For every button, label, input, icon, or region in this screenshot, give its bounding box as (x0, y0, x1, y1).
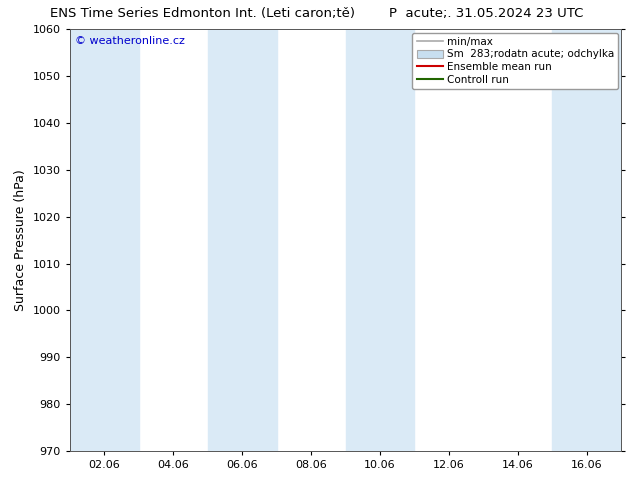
Y-axis label: Surface Pressure (hPa): Surface Pressure (hPa) (14, 169, 27, 311)
Text: © weatheronline.cz: © weatheronline.cz (75, 36, 185, 46)
Bar (70, 29, 139, 451)
Bar (207, 29, 276, 451)
Legend: min/max, Sm  283;rodatn acute; odchylka, Ensemble mean run, Controll run: min/max, Sm 283;rodatn acute; odchylka, … (412, 32, 618, 89)
Bar (346, 29, 415, 451)
Text: ENS Time Series Edmonton Int. (Leti caron;tě)        P  acute;. 31.05.2024 23 UT: ENS Time Series Edmonton Int. (Leti caro… (50, 7, 584, 21)
Bar (552, 29, 621, 451)
